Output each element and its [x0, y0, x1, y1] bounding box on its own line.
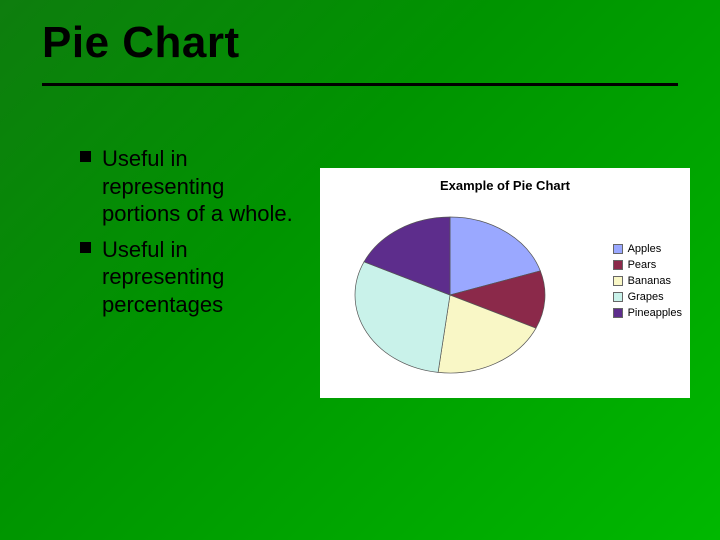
bullet-text: Useful in representing percentages	[102, 237, 224, 317]
legend-item: Apples	[613, 243, 682, 255]
legend-label: Pineapples	[628, 307, 682, 319]
chart-panel: Example of Pie Chart Apples Pears Banana…	[320, 168, 690, 398]
legend-item: Pears	[613, 259, 682, 271]
square-bullet-icon	[80, 242, 91, 253]
legend-swatch-icon	[613, 308, 623, 318]
legend-item: Bananas	[613, 275, 682, 287]
legend-label: Apples	[628, 243, 662, 255]
legend-swatch-icon	[613, 292, 623, 302]
legend-label: Pears	[628, 259, 657, 271]
page-title: Pie Chart	[42, 18, 240, 68]
legend-label: Bananas	[628, 275, 671, 287]
chart-title: Example of Pie Chart	[320, 178, 690, 193]
pie-chart	[350, 210, 550, 380]
chart-legend: Apples Pears Bananas Grapes Pineapples	[613, 243, 682, 323]
slide: Pie Chart Useful in representing portion…	[0, 0, 720, 540]
bullet-list: Useful in representing portions of a who…	[80, 145, 300, 326]
list-item: Useful in representing portions of a who…	[80, 145, 300, 228]
bullet-text: Useful in representing portions of a who…	[102, 146, 293, 226]
legend-swatch-icon	[613, 276, 623, 286]
legend-item: Pineapples	[613, 307, 682, 319]
title-underline	[42, 83, 678, 86]
square-bullet-icon	[80, 151, 91, 162]
legend-swatch-icon	[613, 260, 623, 270]
legend-swatch-icon	[613, 244, 623, 254]
legend-label: Grapes	[628, 291, 664, 303]
list-item: Useful in representing percentages	[80, 236, 300, 319]
legend-item: Grapes	[613, 291, 682, 303]
